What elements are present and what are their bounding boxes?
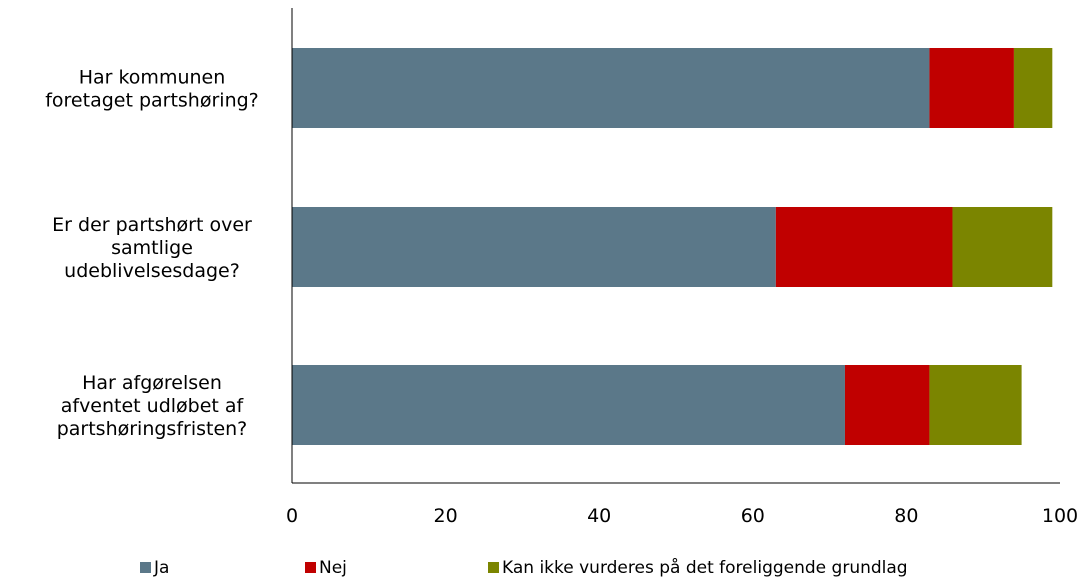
bar-segment <box>952 207 1053 287</box>
bars-group <box>292 48 1053 445</box>
category-label: Er der partshørt over <box>52 214 252 236</box>
category-label: afventet udløbet af <box>61 395 245 417</box>
x-tick-label: 60 <box>741 505 765 527</box>
legend-label: Ja <box>153 558 169 578</box>
legend-swatch <box>488 562 499 573</box>
bar-segment <box>844 365 930 445</box>
bar-segment <box>929 48 1014 128</box>
bar-segment <box>929 365 1022 445</box>
bar-segment <box>292 365 845 445</box>
legend-swatch <box>305 562 316 573</box>
bar-segment <box>775 207 953 287</box>
category-label: partshøringsfristen? <box>57 418 248 440</box>
legend: Ja Nej Kan ikke vurderes på det foreliggen… <box>140 557 908 578</box>
x-tick-labels: 0 20 40 60 80 100 <box>286 505 1078 527</box>
x-tick-label: 20 <box>434 505 458 527</box>
legend-swatch <box>140 562 151 573</box>
x-tick-label: 0 <box>286 505 298 527</box>
category-label: foretaget partshøring? <box>45 90 259 112</box>
x-tick-label: 100 <box>1042 505 1078 527</box>
category-label: Har kommunen <box>79 67 226 89</box>
category-label: samtlige <box>111 237 193 259</box>
legend-label: Nej <box>319 558 347 578</box>
x-tick-label: 40 <box>587 505 611 527</box>
x-tick-label: 80 <box>894 505 918 527</box>
bar-segment <box>292 207 776 287</box>
bar-segment <box>1013 48 1053 128</box>
legend-label: Kan ikke vurderes på det foreliggende gr… <box>502 557 908 578</box>
bar-segment <box>292 48 930 128</box>
category-label: Har afgørelsen <box>82 372 222 394</box>
category-label: udeblivelsesdage? <box>64 260 240 282</box>
